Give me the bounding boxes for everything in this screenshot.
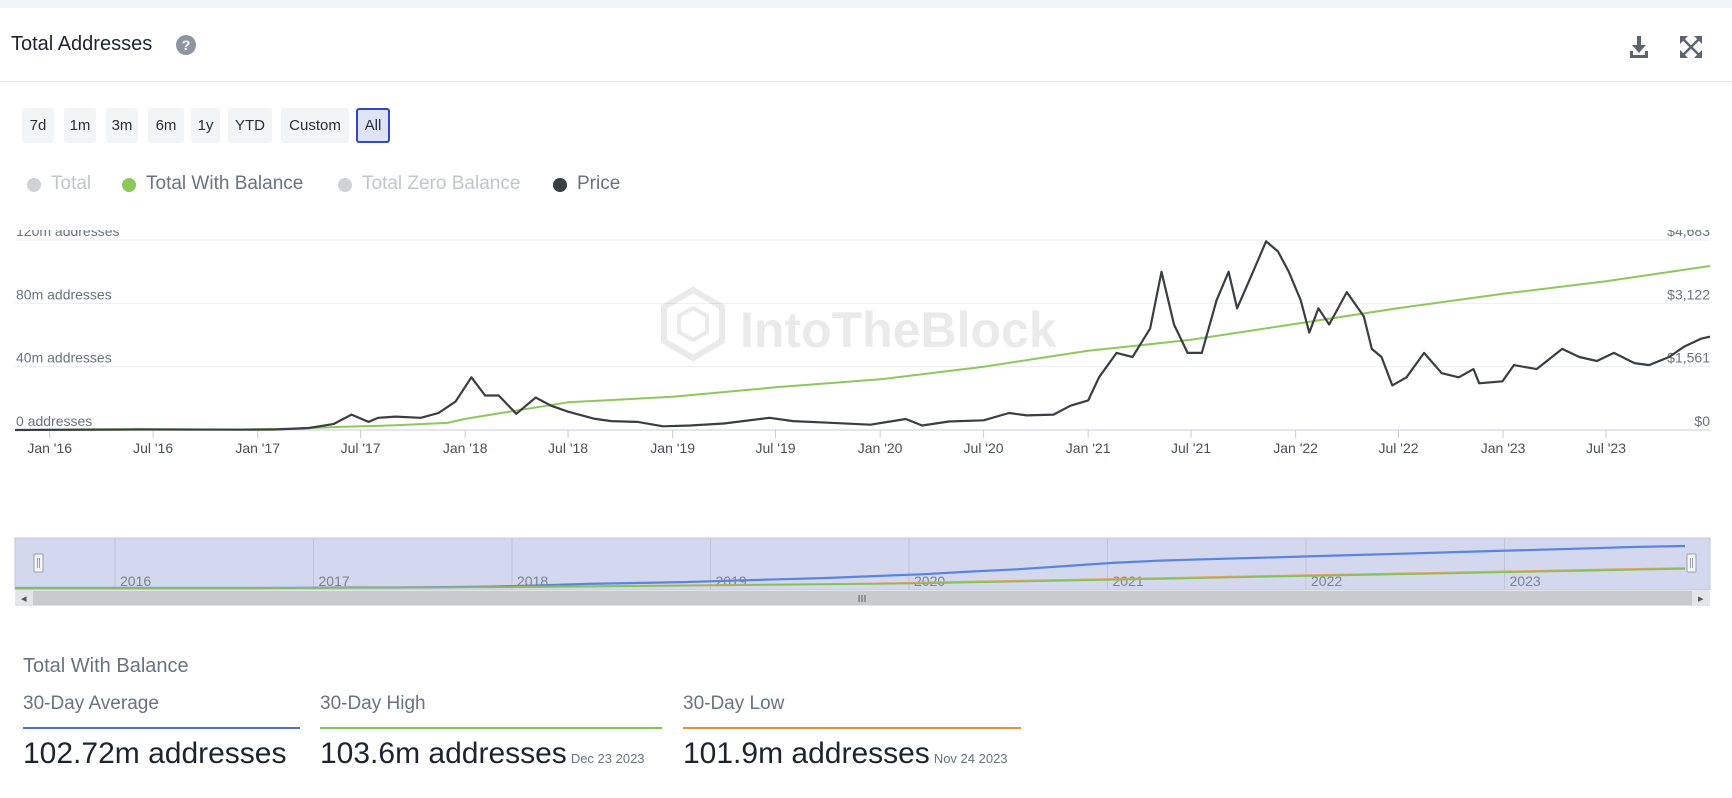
stat-underline: [683, 727, 1021, 729]
stats-title: Total With Balance: [23, 655, 189, 677]
x-tick-label: Jul '19: [756, 440, 796, 456]
x-tick-label: Jul '21: [1171, 440, 1211, 456]
x-tick-label: Jan '22: [1273, 440, 1318, 456]
stat-30-day-high: 30-Day High 103.6m addresses Dec 23 2023: [320, 693, 662, 770]
y-right-tick-label: $1,561: [1667, 350, 1710, 366]
stat-value: 102.72m addresses: [23, 737, 287, 770]
stat-value: 103.6m addresses Dec 23 2023: [320, 737, 645, 770]
download-icon[interactable]: [1624, 32, 1654, 62]
stat-label: 30-Day Low: [683, 693, 785, 714]
navigator-line: [15, 568, 1686, 589]
legend-dot-icon: [27, 178, 41, 192]
range-button-7d[interactable]: 7d: [22, 108, 54, 143]
x-tick-label: Jul '18: [548, 440, 588, 456]
range-button-6m[interactable]: 6m: [148, 108, 184, 143]
x-tick-label: Jan '16: [27, 440, 72, 456]
y-right-tick-label: $3,122: [1667, 286, 1710, 302]
navigator-year-label: 2021: [1113, 573, 1144, 589]
scrollbar-thumb: [33, 591, 1692, 605]
stat-value: 101.9m addresses Nov 24 2023: [683, 737, 1008, 770]
stat-date: Dec 23 2023: [570, 751, 645, 766]
navigator-year-label: 2017: [319, 573, 350, 589]
chart-header: Total Addresses ?: [0, 8, 1732, 82]
stat-underline: [23, 727, 300, 729]
x-tick-label: Jul '23: [1586, 440, 1626, 456]
navigator-year-label: 2020: [914, 573, 945, 589]
legend-dot-icon: [553, 178, 567, 192]
chart-navigator[interactable]: 2016 2017 2018 2019 2020 2021 2022 2023◂ ▸III: [0, 530, 1732, 610]
y-left-tick-label: 0 addresses: [16, 413, 92, 429]
y-left-tick-label: 40m addresses: [16, 350, 112, 366]
navigator-selection: [14, 537, 1711, 591]
expand-icon[interactable]: [1676, 32, 1706, 62]
navigator-handle-right: [1686, 553, 1697, 573]
legend-dot-icon: [338, 178, 352, 192]
y-right-tick-label: $4,683: [1667, 230, 1710, 239]
range-button-1y[interactable]: 1y: [191, 108, 220, 143]
top-strip: [0, 0, 1732, 8]
stat-date: Nov 24 2023: [933, 751, 1008, 766]
range-button-custom[interactable]: Custom: [281, 108, 349, 143]
range-button-ytd[interactable]: YTD: [228, 108, 272, 143]
x-tick-label: Jan '18: [443, 440, 488, 456]
navigator-year-label: 2016: [120, 573, 151, 589]
x-tick-label: Jan '21: [1066, 440, 1111, 456]
y-left-tick-label: 120m addresses: [16, 230, 120, 239]
navigator-year-label: 2022: [1311, 573, 1342, 589]
legend-dot-icon: [122, 178, 136, 192]
x-tick-label: Jul '16: [133, 440, 173, 456]
stat-30-day-average: 30-Day Average 102.72m addresses: [23, 693, 300, 770]
question-circle-icon[interactable]: ?: [176, 35, 196, 55]
x-tick-label: Jul '20: [964, 440, 1004, 456]
stat-label: 30-Day Average: [23, 693, 159, 714]
main-chart[interactable]: 0 addresses 40m addresses 80m addresses 120…: [0, 230, 1732, 520]
x-tick-label: Jul '22: [1378, 440, 1418, 456]
stat-underline: [320, 727, 662, 729]
x-tick-label: Jan '20: [858, 440, 903, 456]
series-line-price: [14, 240, 1711, 432]
watermark: IntoTheBlock: [661, 286, 1057, 362]
scroll-left-arrow: ◂: [21, 592, 27, 605]
x-tick-label: Jan '17: [235, 440, 280, 456]
range-button-1m[interactable]: 1m: [64, 108, 96, 143]
y-right-tick-label: $0: [1694, 413, 1710, 429]
navigator-year-label: 2023: [1510, 573, 1541, 589]
y-left-tick-label: 80m addresses: [16, 286, 112, 302]
x-tick-label: Jan '19: [650, 440, 695, 456]
grip-lines-icon: III: [858, 594, 867, 605]
stat-30-day-low: 30-Day Low 101.9m addresses Nov 24 2023: [683, 693, 1021, 770]
watermark-text: IntoTheBlock: [740, 302, 1057, 358]
x-tick-label: Jul '17: [341, 440, 381, 456]
scroll-right-arrow: ▸: [1698, 592, 1704, 605]
range-button-3m[interactable]: 3m: [106, 108, 138, 143]
range-button-all[interactable]: All: [356, 108, 390, 143]
navigator-handle-left: [33, 553, 44, 573]
chart-title: Total Addresses: [11, 33, 153, 55]
x-tick-label: Jan '23: [1481, 440, 1526, 456]
stat-label: 30-Day High: [320, 693, 426, 714]
